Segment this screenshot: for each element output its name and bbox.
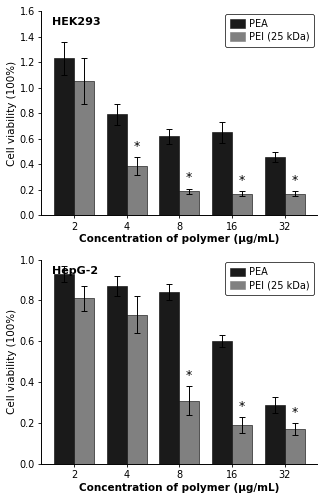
Bar <box>107 114 127 216</box>
Bar <box>264 404 284 464</box>
Legend: PEA, PEI (25 kDa): PEA, PEI (25 kDa) <box>225 14 314 46</box>
Bar <box>127 166 146 216</box>
Text: *: * <box>239 400 245 413</box>
X-axis label: Concentration of polymer (μg/mL): Concentration of polymer (μg/mL) <box>79 483 279 493</box>
Bar <box>159 292 179 464</box>
Text: HepG-2: HepG-2 <box>52 266 98 276</box>
X-axis label: Concentration of polymer (μg/mL): Concentration of polymer (μg/mL) <box>79 234 279 244</box>
Text: *: * <box>239 174 245 187</box>
Bar <box>284 194 305 216</box>
Text: HEK293: HEK293 <box>52 17 101 27</box>
Text: *: * <box>291 174 298 187</box>
Bar <box>74 298 94 464</box>
Bar <box>212 132 232 216</box>
Bar <box>159 136 179 216</box>
Text: *: * <box>186 172 192 184</box>
Bar <box>127 315 146 464</box>
Bar <box>74 81 94 216</box>
Text: *: * <box>186 369 192 382</box>
Bar <box>212 342 232 464</box>
Y-axis label: Cell viability (100%): Cell viability (100%) <box>7 309 17 414</box>
Bar <box>54 58 74 216</box>
Bar <box>107 286 127 464</box>
Legend: PEA, PEI (25 kDa): PEA, PEI (25 kDa) <box>225 262 314 295</box>
Bar <box>284 430 305 464</box>
Text: *: * <box>291 406 298 419</box>
Text: *: * <box>133 140 140 152</box>
Bar <box>179 400 199 464</box>
Bar <box>232 425 252 464</box>
Bar <box>264 156 284 216</box>
Bar <box>232 194 252 216</box>
Y-axis label: Cell viability (100%): Cell viability (100%) <box>7 60 17 166</box>
Bar <box>54 274 74 464</box>
Bar <box>179 191 199 216</box>
